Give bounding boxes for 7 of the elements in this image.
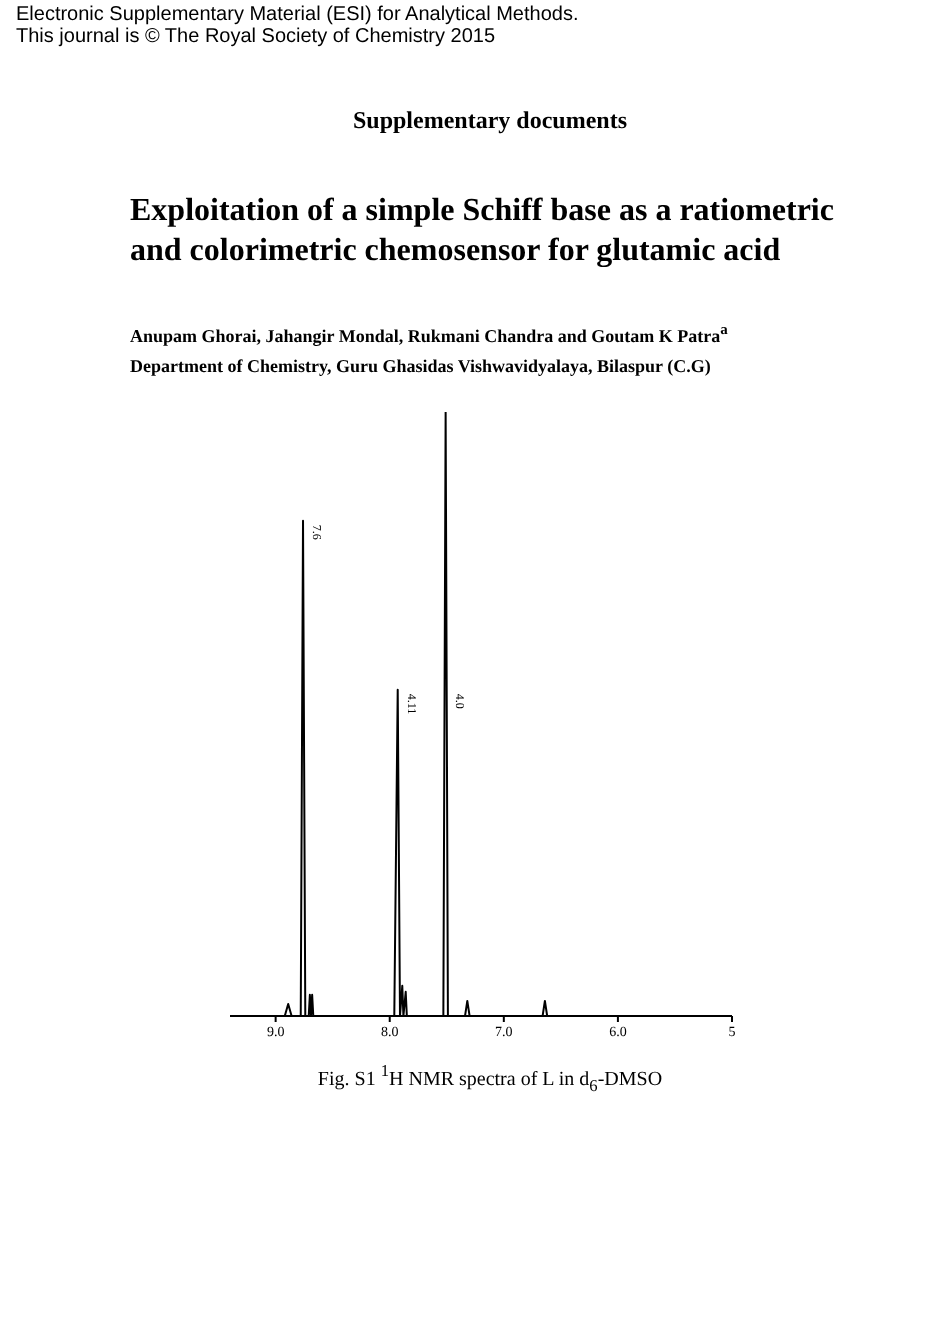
text: Supplementary documents xyxy=(350,106,629,136)
chart-title: Exploitation of a simple Schiff base as a ratiometric and colorimetric chemosensor for glutamic acid xyxy=(130,192,836,272)
caption: Fig. S1 $^{1}$H NMR spectra of L in d$_{6}$-DMSO xyxy=(315,1062,665,1095)
text: Department of Chemistry, Guru Ghasidas Vishwavidyalaya, Bilaspur (C.G) xyxy=(130,356,711,376)
text: This journal is © The Royal Society of Chemistry 2015 xyxy=(16,26,496,48)
text: Electronic Supplementary Material (ESI) for Analytical Methods. xyxy=(16,4,579,26)
text: Anupam Ghorai, Jahangir Mondal, Rukmani Chandra and Goutam K Patra$^{a}$ xyxy=(130,320,728,346)
